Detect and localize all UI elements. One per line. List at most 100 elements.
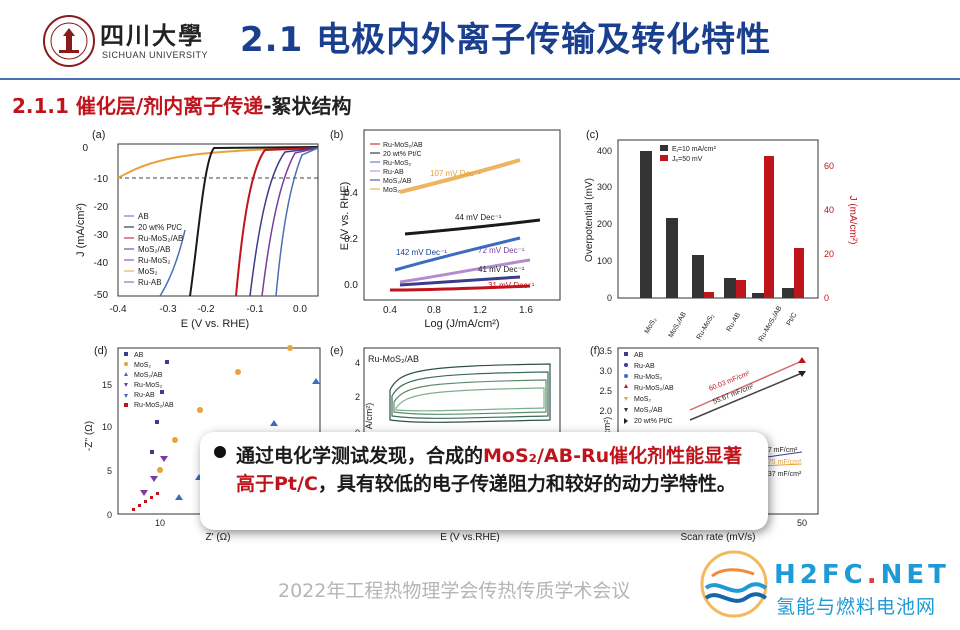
d-ytick-0: 0 [107, 510, 112, 520]
f-xtick-1: 50 [797, 518, 807, 528]
panel-e-tag: (e) [330, 345, 343, 357]
b-legend-1: 20 wt% Pt/C [383, 151, 422, 158]
d-legend-5: Ru-MoS₂/AB [134, 402, 174, 409]
c-bar2-rumos2ab [764, 156, 774, 298]
subtitle-rest: -絮状结构 [263, 94, 352, 118]
f-ytick-1: 3.0 [599, 366, 612, 376]
d-legend-0: AB [134, 352, 144, 359]
series-mos2-line [117, 147, 319, 179]
b-rumos2ab-line [389, 284, 531, 292]
watermark-brand-a: H2FC [774, 560, 867, 590]
e-ylabel: A/cm²) [364, 403, 374, 430]
c-y2tick-2: 40 [824, 205, 834, 215]
f-ytick-3: 2.0 [599, 406, 612, 416]
c-cat-5: Pt/C [786, 312, 799, 327]
f-legend-5: MoS₂/AB [634, 407, 663, 414]
series-rumos2ab-line [235, 147, 319, 297]
c-bar-rumos2 [692, 255, 704, 298]
b-annot-0: 107 mV Dec⁻¹ [430, 169, 481, 178]
f-ytick-2: 2.5 [599, 386, 612, 396]
f-ylabel: A/cm²) [602, 417, 612, 444]
a-legend-3: MoS₂/AB [138, 245, 170, 254]
a-ytick-5: -50 [94, 290, 109, 301]
panel-a: (a) 0 -10 -20 -30 -40 -50 -0.4 -0.3 -0.2 [75, 129, 319, 330]
a-xtick-1: -0.3 [159, 304, 177, 315]
title-divider [0, 78, 960, 80]
c-bar-mos2 [640, 151, 652, 298]
panel-c: (c) 0 100 200 300 400 0 20 40 [584, 129, 858, 343]
c-legend-0: Eⱼ=10 mA/cm² [672, 146, 716, 153]
c-cat-4: Ru-MoS₂/AB [758, 305, 784, 343]
watermark-brand-dot: . [866, 560, 881, 590]
series-ptc-line [189, 146, 319, 297]
a-legend-6: Ru-AB [138, 278, 162, 287]
f-legend-1: Ru-AB [634, 363, 655, 370]
c-bar-rumos2ab [752, 293, 764, 298]
a-ytick-1: -10 [94, 174, 109, 185]
c-y2label: J (mA/cm²) [847, 196, 858, 245]
callout-highlight: MoS₂/AB-Ru催化剂性能显著高于Pt/C [236, 445, 743, 495]
a-ytick-4: -40 [94, 258, 109, 269]
c-y2tick-3: 60 [824, 161, 834, 171]
series-mos2ab-line [249, 147, 319, 297]
b-mos2ab-line [399, 275, 521, 287]
f-legend-6: 20 wt% Pt/C [634, 418, 673, 425]
callout-part2: ，具有较低的电子传递阻力和较好的动力学特性。 [317, 473, 736, 495]
university-seal-icon [43, 15, 95, 67]
b-ylabel: E (V vs. RHE) [339, 182, 351, 250]
d-ytick-3: 15 [102, 380, 112, 390]
b-annot-5: 31 mV Dec⁻¹ [488, 281, 535, 290]
c-bar-mos2ab [666, 218, 678, 298]
f-ytick-0: 3.5 [599, 346, 612, 356]
e-ytick-0: 4 [355, 358, 360, 368]
c-bar2-rumos2 [704, 292, 714, 298]
b-ytick-2: 0.4 [344, 188, 358, 199]
b-legend-0: Ru-MoS₂/AB [383, 142, 423, 149]
panel-b-tag: (b) [330, 129, 343, 141]
d-ylabel: -Z'' (Ω) [84, 421, 95, 451]
figure-panels: (a) 0 -10 -20 -30 -40 -50 -0.4 -0.3 -0.2 [75, 129, 858, 543]
b-legend-3: Ru-AB [383, 169, 404, 176]
h2fc-logo-icon [700, 550, 768, 618]
e-ytick-1: 2 [355, 392, 360, 402]
f-ptc-line [689, 372, 803, 421]
b-legend-2: Ru-MoS₂ [383, 160, 412, 167]
e-xlabel: E (V vs.RHE) [440, 532, 499, 543]
watermark-brand: H2FC.NET [774, 560, 950, 590]
b-annot-2: 142 mV Dec⁻¹ [396, 248, 447, 257]
callout-text: 通过电化学测试发现，合成的MoS₂/AB-Ru催化剂性能显著高于Pt/C，具有较… [236, 442, 754, 498]
c-cat-2: Ru-MoS₂ [696, 313, 716, 341]
b-xtick-3: 1.6 [519, 305, 533, 316]
series-ruab-line [275, 147, 319, 297]
b-rumos2-line [394, 236, 521, 272]
university-name-en: SICHUAN UNIVERSITY [102, 50, 209, 60]
a-ytick-0: 0 [82, 143, 88, 154]
watermark-brand-b: NET [880, 560, 950, 590]
a-ytick-3: -30 [94, 230, 109, 241]
a-legend-5: MoS₂ [138, 267, 158, 276]
b-ptc-line [404, 218, 541, 236]
university-name: 四川大學 [100, 21, 204, 50]
c-ytick-1: 100 [597, 256, 612, 266]
d-ytick-1: 5 [107, 466, 112, 476]
c-ylabel: Overpotential (mV) [584, 178, 595, 262]
f-annot-2: 5.7 mF/cm² [762, 447, 798, 454]
b-annot-3: 72 mV Dec⁻¹ [478, 246, 525, 255]
b-xtick-0: 0.4 [383, 305, 397, 316]
b-legend-4: MoS₂/AB [383, 178, 412, 185]
a-xtick-2: -0.2 [197, 304, 215, 315]
b-xlabel: Log (J/mA/cm²) [424, 318, 499, 330]
c-cat-3: Ru-AB [726, 311, 743, 333]
b-annot-4: 41 mV Dec⁻¹ [478, 265, 525, 274]
f-annot-4: 1.37 mF/cm² [762, 471, 802, 478]
panel-a-tag: (a) [92, 129, 105, 141]
c-ytick-4: 400 [597, 146, 612, 156]
a-xlabel: E (V vs. RHE) [181, 318, 249, 330]
section-subtitle: 2.1.1 催化层/剂内离子传递-絮状结构 [12, 90, 352, 119]
panel-d: (d) 0 5 10 15 [84, 345, 321, 543]
c-ytick-3: 300 [597, 182, 612, 192]
c-y2tick-1: 20 [824, 249, 834, 259]
c-ytick-0: 0 [607, 293, 612, 303]
c-bar2-ptc [794, 248, 804, 298]
b-xtick-2: 1.2 [473, 305, 487, 316]
